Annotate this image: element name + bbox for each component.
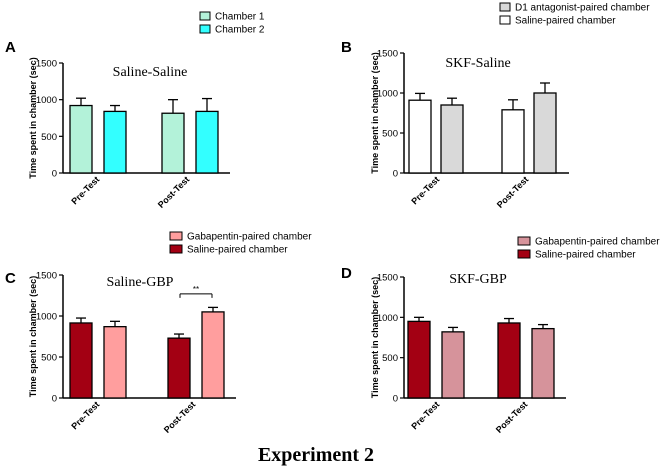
panel-a-y-tick-label: 1500 bbox=[36, 59, 57, 70]
panel-c-x-tick-label: Pre-Test bbox=[69, 399, 101, 431]
panel-b-legend-swatch bbox=[499, 2, 511, 12]
panel-c-y-tick-label: 0 bbox=[52, 394, 57, 405]
panel-c-y-tick-label: 1500 bbox=[36, 271, 57, 282]
panel-c-legend-label: Gabapentin-paired chamber bbox=[187, 232, 312, 243]
panel-b-title: SKF-Saline bbox=[445, 56, 510, 71]
panel-a-bar bbox=[195, 110, 219, 174]
panel-d-y-axis-label: Time spent in chamber (sec) bbox=[370, 277, 380, 398]
panel-b-x-tick-label: Pre-Test bbox=[409, 174, 441, 206]
panel-b-legend-label: Saline-paired chamber bbox=[515, 16, 616, 27]
panel-d-legend-label: Saline-paired chamber bbox=[535, 250, 636, 261]
panel-b-legend-swatch bbox=[499, 15, 511, 25]
panel-c-y-tick-label: 1000 bbox=[36, 312, 57, 323]
panel-d-title: SKF-GBP bbox=[449, 272, 507, 287]
figure-caption: Experiment 2 bbox=[258, 444, 374, 466]
panel-a-legend-label: Chamber 1 bbox=[215, 12, 265, 23]
panel-a-title: Saline-Saline bbox=[113, 65, 188, 80]
panel-b-y-tick-label: 500 bbox=[382, 129, 398, 140]
panel-b-y-tick-label: 0 bbox=[393, 169, 398, 180]
panel-a-legend-label: Chamber 2 bbox=[215, 25, 265, 36]
panel-c-y-tick-label: 500 bbox=[41, 353, 57, 364]
panel-d-y-tick-label: 500 bbox=[382, 353, 398, 364]
panel-b-y-axis-label: Time spent in chamber (sec) bbox=[370, 52, 380, 173]
panel-d-bar bbox=[497, 322, 521, 399]
panel-c-bar bbox=[69, 322, 93, 399]
panel-b-legend-label: D1 antagonist-paired chamber bbox=[515, 3, 650, 14]
panel-d-letter: D bbox=[341, 265, 352, 282]
panel-d-bar bbox=[531, 327, 555, 399]
panel-d-legend-swatch bbox=[517, 236, 531, 246]
panel-a-legend-swatch bbox=[199, 24, 211, 34]
panel-a-legend-swatch bbox=[199, 11, 211, 21]
panel-b-bar bbox=[440, 104, 464, 174]
panel-c-title: Saline-GBP bbox=[107, 275, 174, 290]
panel-c-bar bbox=[103, 326, 127, 399]
panel-d-x-tick-label: Post-Test bbox=[494, 399, 530, 435]
panel-b-x-tick-label: Post-Test bbox=[495, 174, 531, 210]
panel-b-bar bbox=[533, 92, 557, 174]
panel-d-y-tick-label: 0 bbox=[393, 394, 398, 405]
panel-c-letter: C bbox=[5, 270, 16, 287]
panel-d-y-tick-label: 1500 bbox=[377, 273, 398, 284]
panel-a-y-axis-label: Time spent in chamber (sec) bbox=[28, 57, 38, 178]
panel-d-bar bbox=[407, 320, 431, 399]
panel-a-x-tick-label: Post-Test bbox=[156, 174, 192, 210]
panel-c-legend-swatch bbox=[169, 244, 183, 254]
panel-a-y-tick-label: 500 bbox=[41, 132, 57, 143]
panel-b-y-tick-label: 1000 bbox=[377, 89, 398, 100]
panel-b-letter: B bbox=[341, 39, 352, 56]
panel-c-y-axis-label: Time spent in chamber (sec) bbox=[28, 276, 38, 397]
panel-c-legend-label: Saline-paired chamber bbox=[187, 245, 288, 256]
panel-b-y-tick-label: 1500 bbox=[377, 49, 398, 60]
panel-a-y-tick-label: 1000 bbox=[36, 95, 57, 106]
panel-d-legend-label: Gabapentin-paired chamber bbox=[535, 237, 660, 248]
panel-c-bar bbox=[167, 337, 191, 399]
panel-d-legend-swatch bbox=[517, 249, 531, 259]
panel-c-significance-label: ** bbox=[193, 285, 199, 294]
panel-d-y-tick-label: 1000 bbox=[377, 313, 398, 324]
panel-c-bar bbox=[201, 311, 225, 399]
panel-c-x-tick-label: Post-Test bbox=[162, 399, 198, 435]
panel-a-x-tick-label: Pre-Test bbox=[69, 174, 101, 206]
panel-a-y-tick-label: 0 bbox=[52, 169, 57, 180]
panel-a-bar bbox=[69, 104, 93, 174]
panel-b-bar bbox=[408, 99, 432, 174]
panel-b-bar bbox=[501, 109, 525, 174]
panel-d-bar bbox=[441, 331, 465, 399]
panel-a-letter: A bbox=[5, 39, 16, 56]
panel-a-bar bbox=[161, 112, 185, 174]
panel-c-legend-swatch bbox=[169, 231, 183, 241]
panel-a-bar bbox=[103, 110, 127, 174]
panel-d-x-tick-label: Pre-Test bbox=[409, 399, 441, 431]
